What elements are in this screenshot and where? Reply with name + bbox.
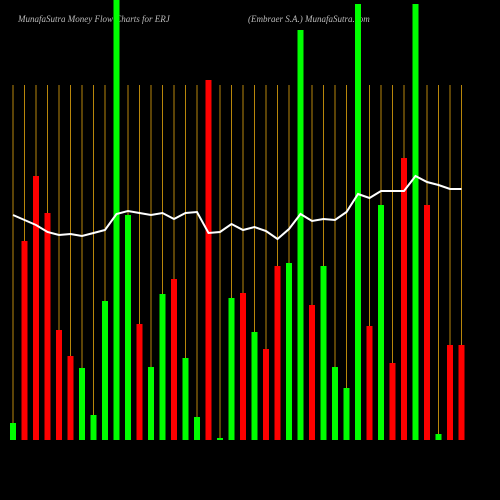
chart-subtitle: (Embraer S.A.) MunafaSutra.com (248, 14, 370, 24)
bar (33, 176, 39, 440)
bar (355, 4, 361, 440)
bar (205, 80, 212, 440)
bar (44, 213, 51, 440)
bar (412, 4, 419, 440)
bar (401, 158, 407, 440)
bar (251, 332, 258, 440)
bar (263, 349, 269, 440)
bar (90, 415, 97, 440)
bar (56, 330, 62, 440)
bar (67, 356, 74, 440)
bar (102, 301, 108, 440)
bar (286, 263, 292, 440)
bar (435, 434, 442, 440)
bar (309, 305, 315, 440)
bar (240, 293, 246, 440)
bar (332, 367, 338, 440)
bar (194, 417, 200, 440)
bar (447, 345, 453, 440)
bar (378, 205, 384, 440)
bar (366, 326, 373, 440)
bar (274, 266, 281, 440)
bar (136, 324, 143, 440)
bar (320, 266, 327, 440)
bar (343, 388, 350, 440)
bar (182, 358, 189, 440)
chart-title: MunafaSutra Money Flow Charts for ERJ (17, 14, 171, 24)
bar (297, 30, 304, 440)
bar (458, 345, 465, 440)
bar (10, 423, 16, 440)
bar (171, 279, 177, 440)
money-flow-line (12, 174, 462, 241)
bar (217, 438, 223, 440)
bar (113, 0, 120, 440)
bar (125, 215, 131, 440)
bar (148, 367, 154, 440)
bar (389, 363, 396, 440)
bar (21, 241, 28, 440)
bar (228, 298, 235, 440)
bar (79, 368, 85, 440)
bar (159, 294, 166, 440)
bar (424, 205, 430, 440)
